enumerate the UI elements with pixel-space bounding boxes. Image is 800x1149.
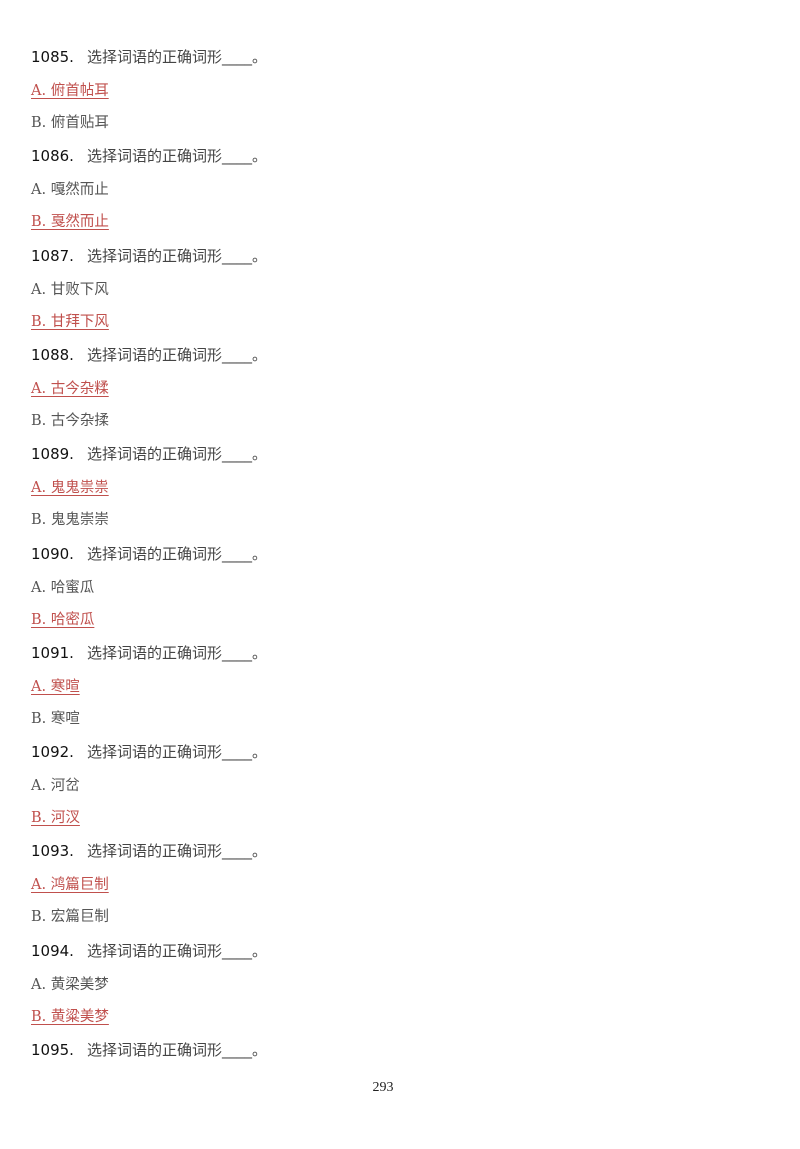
page-number: 293	[372, 1080, 394, 1095]
question-text: 选择词语的正确词形____。	[87, 743, 268, 762]
question-text: 选择词语的正确词形____。	[87, 842, 268, 861]
question-item: 1093. 选择词语的正确词形____。 A. 鸿篇巨制 B. 宏篇巨制	[31, 842, 731, 950]
question-line: 1088. 选择词语的正确词形____。	[31, 343, 267, 367]
option-b-correct: B. 河汊	[31, 810, 80, 827]
option-b-correct: B. 甘拜下风	[31, 313, 109, 330]
option-b: B. 俯首贴耳	[31, 115, 109, 131]
question-line: 1087. 选择词语的正确词形____。	[31, 244, 267, 268]
question-text: 选择词语的正确词形____。	[87, 941, 268, 960]
question-item: 1085. 选择词语的正确词形____。 A. 俯首帖耳 B. 俯首贴耳	[31, 48, 731, 156]
question-text: 选择词语的正确词形____。	[87, 544, 268, 563]
question-line: 1095. 选择词语的正确词形____。	[31, 1038, 267, 1062]
option-b-correct: B. 戛然而止	[31, 214, 109, 231]
question-item: 1089. 选择词语的正确词形____。 A. 鬼鬼祟祟 B. 鬼鬼崇崇	[31, 445, 731, 553]
option-a-correct: A. 鸿篇巨制	[31, 877, 109, 894]
option-a-correct: A. 俯首帖耳	[31, 83, 109, 99]
question-item: 1087. 选择词语的正确词形____。 A. 甘败下风 B. 甘拜下风	[31, 247, 731, 355]
question-line: 1091. 选择词语的正确词形____。	[31, 641, 267, 665]
option-b: B. 宏篇巨制	[31, 909, 109, 926]
question-line: 1089. 选择词语的正确词形____。	[31, 442, 267, 466]
question-item: 1086. 选择词语的正确词形____。 A. 嘎然而止 B. 戛然而止	[31, 147, 731, 255]
question-number: 1095.	[31, 1041, 74, 1059]
question-number: 1090.	[31, 544, 74, 563]
option-b: B. 古今杂揉	[31, 412, 109, 429]
question-text: 选择词语的正确词形____。	[87, 48, 268, 66]
option-a-correct: A. 古今杂糅	[31, 380, 109, 397]
option-a: A. 嘎然而止	[31, 182, 109, 199]
question-item: 1092. 选择词语的正确词形____。 A. 河岔 B. 河汊	[31, 743, 731, 851]
option-b: B. 鬼鬼崇崇	[31, 512, 109, 529]
question-item: 1090. 选择词语的正确词形____。 A. 哈蜜瓜 B. 哈密瓜	[31, 545, 731, 653]
question-number: 1085.	[31, 48, 74, 66]
question-line: 1093. 选择词语的正确词形____。	[31, 839, 267, 863]
question-number: 1094.	[31, 941, 74, 960]
question-number: 1093.	[31, 842, 74, 861]
question-line: 1094. 选择词语的正确词形____。	[31, 939, 267, 963]
option-a: A. 黄梁美梦	[31, 976, 109, 993]
question-text: 选择词语的正确词形____。	[87, 445, 268, 464]
question-item: 1088. 选择词语的正确词形____。 A. 古今杂糅 B. 古今杂揉	[31, 346, 731, 454]
option-a-correct: A. 鬼鬼祟祟	[31, 480, 109, 497]
question-number: 1092.	[31, 743, 74, 762]
question-line: 1092. 选择词语的正确词形____。	[31, 740, 267, 764]
option-b: B. 寒喧	[31, 710, 80, 727]
question-item: 1094. 选择词语的正确词形____。 A. 黄梁美梦 B. 黄粱美梦	[31, 942, 731, 1050]
question-text: 选择词语的正确词形____。	[87, 147, 268, 166]
question-line: 1090. 选择词语的正确词形____。	[31, 542, 267, 566]
question-text: 选择词语的正确词形____。	[87, 345, 268, 364]
option-a: A. 哈蜜瓜	[31, 579, 95, 596]
question-line: 1086. 选择词语的正确词形____。	[31, 144, 267, 168]
question-number: 1086.	[31, 147, 74, 166]
option-b-correct: B. 哈密瓜	[31, 611, 95, 628]
question-text: 选择词语的正确词形____。	[87, 643, 268, 662]
option-b-correct: B. 黄粱美梦	[31, 1008, 109, 1025]
question-number: 1088.	[31, 345, 74, 364]
question-line: 1085. 选择词语的正确词形____。	[31, 45, 267, 69]
question-item: 1091. 选择词语的正确词形____。 A. 寒暄 B. 寒喧	[31, 644, 731, 752]
option-a: A. 河岔	[31, 778, 80, 795]
question-number: 1091.	[31, 643, 74, 662]
question-item: 1095. 选择词语的正确词形____。	[31, 1041, 731, 1149]
question-number: 1087.	[31, 246, 74, 265]
question-number: 1089.	[31, 445, 74, 464]
question-text: 选择词语的正确词形____。	[87, 246, 268, 265]
option-a-correct: A. 寒暄	[31, 678, 80, 695]
question-text: 选择词语的正确词形____。	[87, 1041, 268, 1059]
option-a: A. 甘败下风	[31, 281, 109, 298]
